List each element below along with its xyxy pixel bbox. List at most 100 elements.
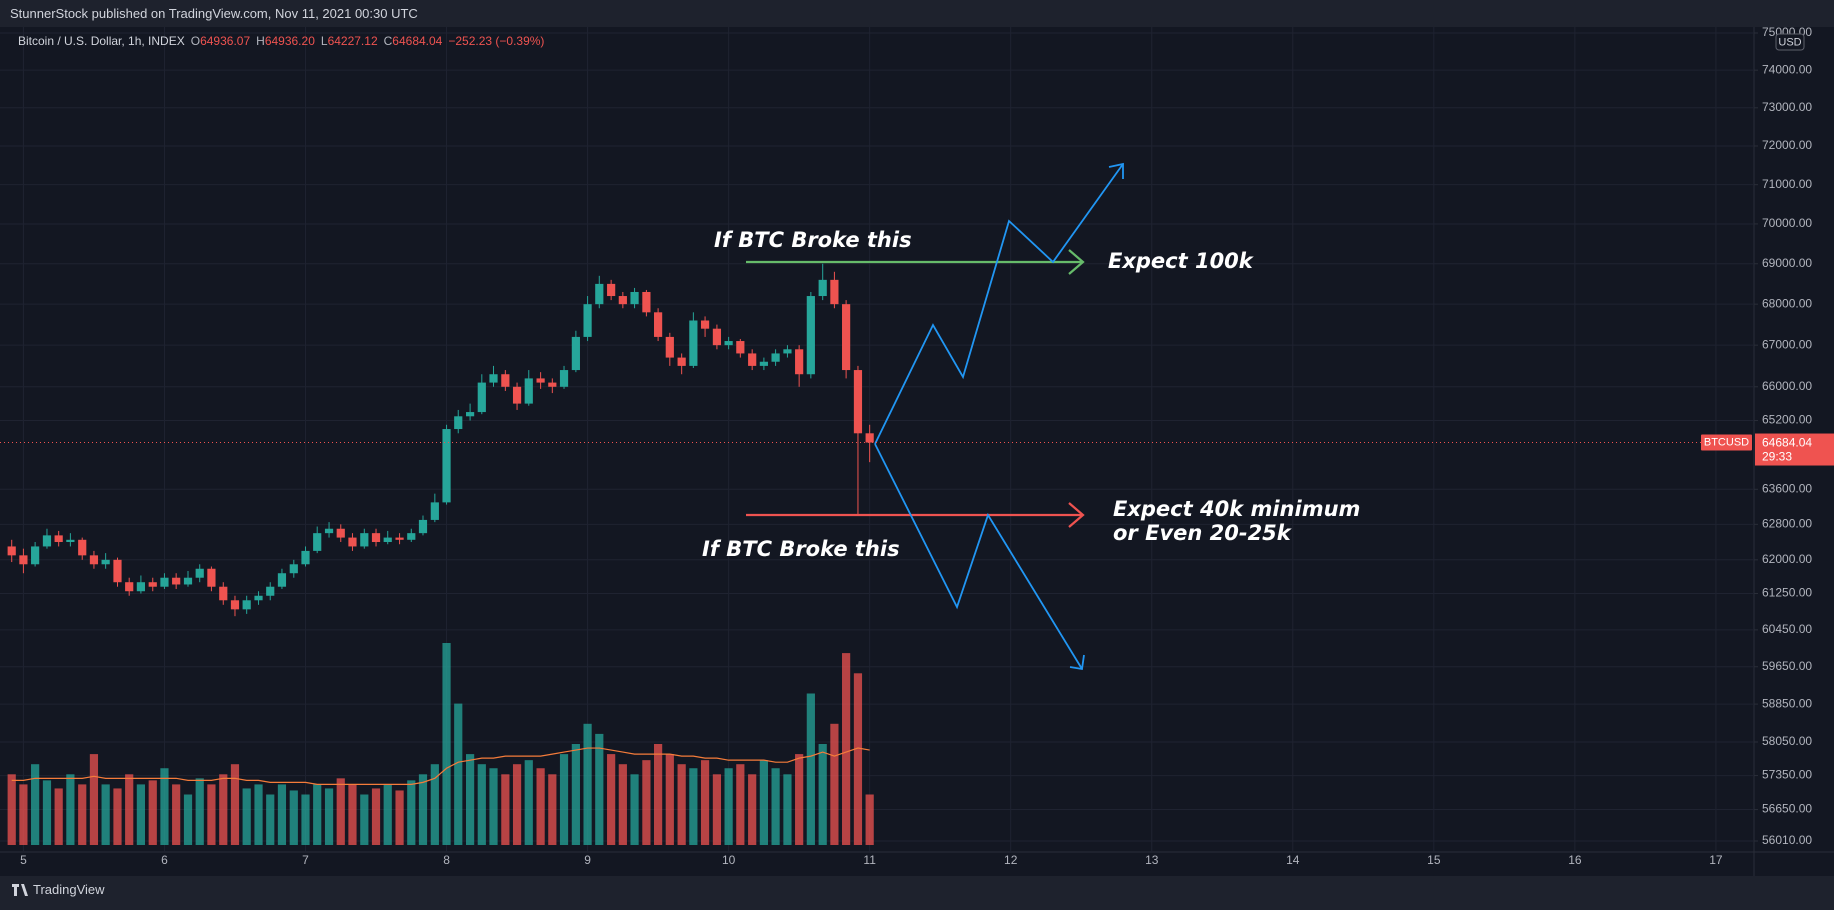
x-tick-label: 7 xyxy=(302,853,309,867)
volume-bar xyxy=(607,754,616,845)
candle-body xyxy=(360,533,369,547)
arrowhead xyxy=(1108,162,1124,179)
y-tick-label: 58050.00 xyxy=(1762,734,1812,748)
grid xyxy=(0,27,1754,852)
candle-body xyxy=(383,537,392,543)
candle-body xyxy=(654,312,663,337)
candle-body xyxy=(489,374,498,383)
currency: USD xyxy=(1778,36,1801,48)
candle-body xyxy=(207,568,216,587)
candle-body xyxy=(19,555,28,565)
volume-bar xyxy=(795,754,804,845)
x-tick-label: 5 xyxy=(20,853,27,867)
candle-body xyxy=(524,378,533,404)
candle-body xyxy=(136,582,145,592)
annotation: or Even 20-25k xyxy=(1113,521,1293,545)
candle-body xyxy=(78,539,87,556)
volume-bar xyxy=(266,794,275,845)
candle-body xyxy=(31,546,40,565)
y-tick-label: 69000.00 xyxy=(1762,256,1812,270)
y-tick-label: 56010.00 xyxy=(1762,833,1812,847)
volume-bar xyxy=(66,774,75,845)
candle-body xyxy=(571,336,580,371)
candle-body xyxy=(630,291,639,305)
candle-body xyxy=(219,586,228,601)
volume-bar xyxy=(454,703,463,845)
candle-body xyxy=(795,349,804,375)
volume-bar xyxy=(759,760,768,845)
candle-body xyxy=(583,304,592,337)
candle-body xyxy=(454,416,463,430)
volume-bar xyxy=(654,744,663,845)
volume-bar xyxy=(125,774,134,845)
candle-body xyxy=(853,370,863,434)
candle-body xyxy=(242,600,251,610)
volume-bar xyxy=(501,774,510,845)
volume-bar xyxy=(172,784,181,845)
candle-body xyxy=(501,374,510,387)
x-tick-label: 14 xyxy=(1286,853,1300,867)
drawings xyxy=(746,162,1124,671)
y-tick-label: 67000.00 xyxy=(1762,337,1812,351)
volume-bar xyxy=(865,794,874,845)
footer: TradingView xyxy=(12,882,105,897)
volume-bar xyxy=(665,754,674,845)
price-tag xyxy=(1755,433,1834,466)
candles xyxy=(7,263,874,617)
ohlc-value: 64227.12 xyxy=(327,34,378,48)
volume-bar xyxy=(700,760,710,845)
candle-body xyxy=(266,586,275,596)
candle-body xyxy=(512,386,522,404)
y-tick-label: 62800.00 xyxy=(1762,516,1812,530)
bullish-path xyxy=(874,163,1124,445)
y-tick-label: 63600.00 xyxy=(1762,481,1812,495)
volume-bar xyxy=(512,764,522,845)
volume-bar xyxy=(559,754,569,845)
volume-bar xyxy=(571,744,580,845)
volume-bar xyxy=(7,774,16,845)
volume-bar xyxy=(548,774,557,845)
candle-body xyxy=(371,533,381,543)
candle-body xyxy=(301,550,310,565)
candle-body xyxy=(113,559,122,583)
volume-bar xyxy=(148,780,157,845)
volume-bar xyxy=(230,764,240,845)
candle-body xyxy=(595,283,604,305)
volume-bar xyxy=(477,764,486,845)
y-tick-label: 62000.00 xyxy=(1762,552,1812,566)
volume-bar xyxy=(313,784,322,845)
candle-body xyxy=(865,433,874,443)
volume-bar xyxy=(818,744,827,845)
price-tag-label: 64684.04 xyxy=(1762,436,1812,450)
candle-body xyxy=(148,582,157,587)
candle-body xyxy=(724,341,733,346)
symbol-tag xyxy=(1701,434,1752,451)
y-tick-label: 58850.00 xyxy=(1762,696,1812,710)
volume-bar xyxy=(54,788,63,845)
volume-bar xyxy=(395,790,404,845)
x-tick-label: 10 xyxy=(722,853,736,867)
candle-body xyxy=(418,519,428,534)
ohlc-value: 64936.20 xyxy=(264,34,315,48)
candle-body xyxy=(89,555,99,565)
y-tick-label: 56650.00 xyxy=(1762,802,1812,816)
volume-bar xyxy=(842,653,851,845)
candle-body xyxy=(160,577,169,587)
candle-body xyxy=(42,535,52,547)
candle-body xyxy=(559,370,569,387)
y-tick-label: 71000.00 xyxy=(1762,177,1812,191)
volume-bar xyxy=(242,788,251,845)
candle-body xyxy=(771,353,780,362)
y-tick-label: 74000.00 xyxy=(1762,62,1812,76)
y-tick-label: 60450.00 xyxy=(1762,622,1812,636)
volume-bar xyxy=(642,760,651,845)
candle-body xyxy=(665,336,674,358)
candle-body xyxy=(818,279,827,297)
volume-bar xyxy=(853,673,863,845)
volume-bar xyxy=(806,693,815,845)
candle-body xyxy=(642,291,651,313)
candle-body xyxy=(172,577,181,585)
volume-bar xyxy=(254,784,263,845)
